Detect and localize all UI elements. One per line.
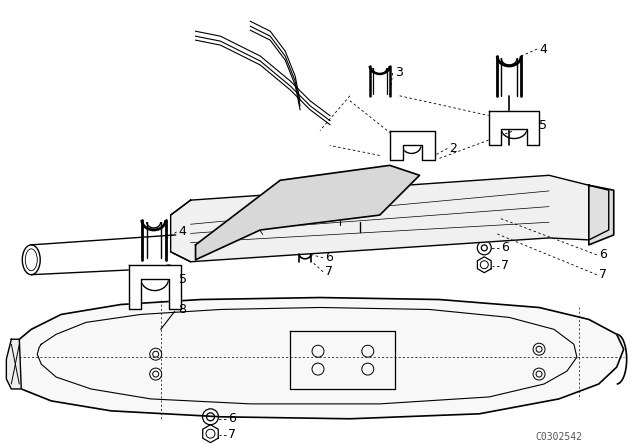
Text: 7: 7 xyxy=(501,259,509,272)
Polygon shape xyxy=(171,175,609,262)
Polygon shape xyxy=(196,165,420,260)
Text: 4: 4 xyxy=(539,43,547,56)
Polygon shape xyxy=(589,185,614,245)
Text: 6: 6 xyxy=(325,251,333,264)
Text: 5: 5 xyxy=(539,119,547,132)
Text: 5: 5 xyxy=(179,273,187,286)
Text: 7: 7 xyxy=(325,265,333,278)
Text: 6: 6 xyxy=(228,412,236,425)
Text: 8: 8 xyxy=(179,303,187,316)
Text: 2: 2 xyxy=(449,142,458,155)
Polygon shape xyxy=(489,111,539,146)
Text: 3: 3 xyxy=(395,66,403,79)
Polygon shape xyxy=(390,130,435,160)
Text: 7: 7 xyxy=(228,428,236,441)
Polygon shape xyxy=(12,297,623,419)
Polygon shape xyxy=(6,339,21,389)
Text: 6: 6 xyxy=(599,248,607,261)
Text: C0302542: C0302542 xyxy=(536,432,582,442)
Polygon shape xyxy=(129,265,180,310)
Text: 6: 6 xyxy=(501,241,509,254)
Text: 1: 1 xyxy=(345,198,353,211)
Text: 4: 4 xyxy=(179,225,186,238)
Text: 7: 7 xyxy=(599,268,607,281)
